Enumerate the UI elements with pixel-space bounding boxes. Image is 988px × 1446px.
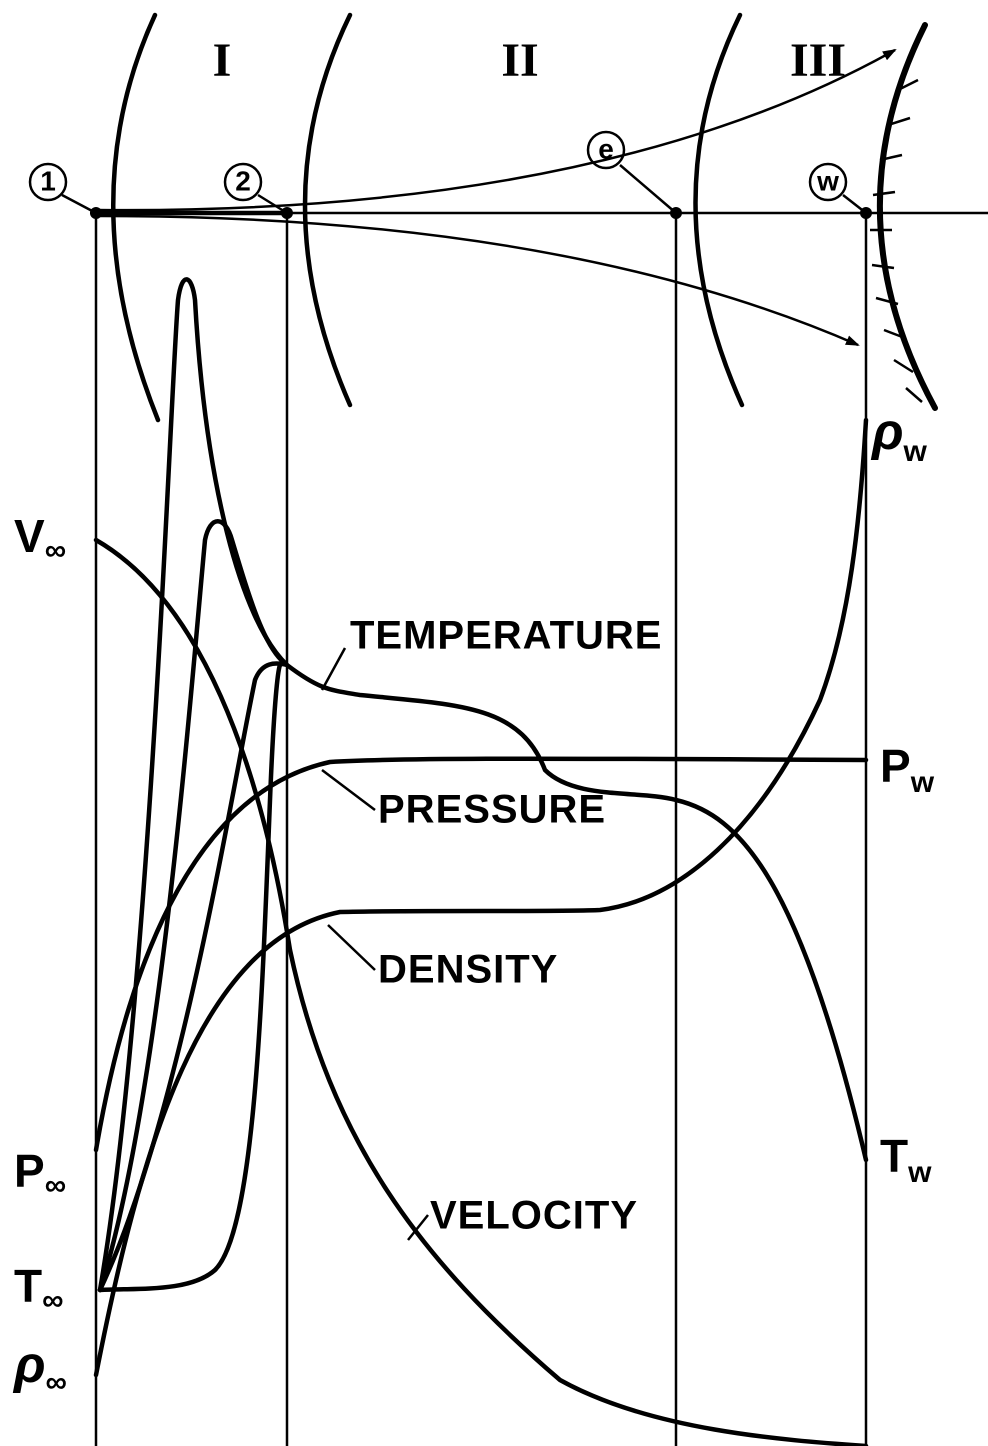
symbol: T <box>880 1130 908 1182</box>
curve-label: DENSITY <box>378 948 558 992</box>
region-label: I <box>213 34 232 87</box>
symbol: P <box>880 740 911 792</box>
station-label: 1 <box>40 165 56 196</box>
label-leaders <box>322 648 428 1240</box>
end-label: T∞ <box>14 1260 64 1317</box>
subscript: ∞ <box>45 1366 66 1399</box>
station-label: e <box>598 133 614 164</box>
temperature-curve <box>100 279 866 1290</box>
end-label: Pw <box>880 740 935 799</box>
end-label: ρ∞ <box>12 1336 67 1399</box>
diagram: 1 2 e w I II III TEMPERATURE PRESSURE DE… <box>0 0 988 1446</box>
curve-label: TEMPERATURE <box>350 614 662 658</box>
station-label: 2 <box>235 165 251 196</box>
subscript: w <box>910 766 935 799</box>
subscript: ∞ <box>45 534 66 567</box>
end-label: Tw <box>880 1130 932 1189</box>
velocity-curve <box>96 540 866 1446</box>
subscript: ∞ <box>42 1284 63 1317</box>
symbol: T <box>14 1260 42 1312</box>
station-markers <box>30 132 872 219</box>
curve-label: PRESSURE <box>378 788 606 832</box>
end-label: ρw <box>870 403 927 468</box>
symbol: ρ <box>870 403 903 461</box>
wall <box>870 25 935 408</box>
subscript: w <box>907 1156 932 1189</box>
temperature-curve-b <box>100 521 287 1290</box>
symbol: P <box>14 1145 45 1197</box>
symbol: ρ <box>12 1336 45 1394</box>
curve-label: VELOCITY <box>430 1194 638 1238</box>
subscript: w <box>902 435 927 468</box>
temperature-curve-c <box>100 664 287 1290</box>
streamlines <box>96 50 895 345</box>
end-label: V∞ <box>14 510 66 567</box>
station-label: w <box>816 165 839 196</box>
temperature-curve-d <box>100 665 280 1290</box>
subscript: ∞ <box>45 1169 66 1202</box>
region-label: II <box>501 34 538 87</box>
region-label: III <box>790 34 846 87</box>
symbol: V <box>14 510 45 562</box>
end-label: P∞ <box>14 1145 66 1202</box>
profile-curves <box>96 279 866 1446</box>
